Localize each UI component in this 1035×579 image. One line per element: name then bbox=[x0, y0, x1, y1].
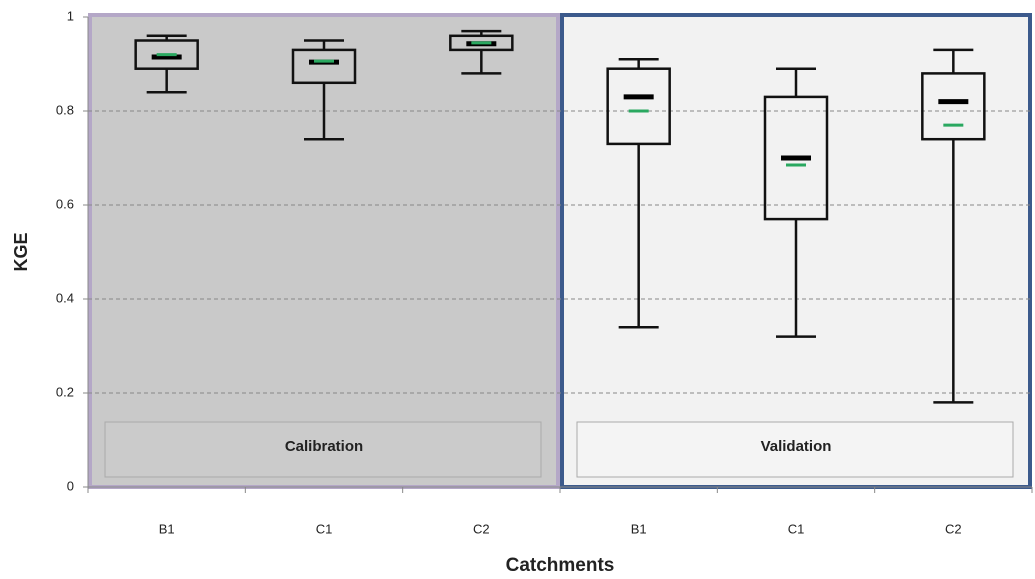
y-tick-label: 0.2 bbox=[56, 384, 74, 399]
box bbox=[763, 95, 829, 221]
box bbox=[449, 34, 514, 52]
panel-label-box bbox=[104, 421, 542, 478]
y-tick-label: 0.4 bbox=[56, 290, 74, 305]
panel-label: Validation bbox=[761, 438, 832, 455]
x-tick-label: C1 bbox=[316, 521, 333, 536]
box bbox=[606, 67, 671, 146]
panel-label: Calibration bbox=[285, 438, 363, 455]
panel-label-box bbox=[576, 421, 1014, 478]
y-tick-label: 1 bbox=[67, 8, 74, 23]
box bbox=[291, 48, 357, 85]
y-tick-label: 0.8 bbox=[56, 102, 74, 117]
x-tick-label: C1 bbox=[788, 521, 805, 536]
y-tick-label: 0.6 bbox=[56, 196, 74, 211]
x-tick-label: B1 bbox=[159, 521, 175, 536]
x-axis-title: Catchments bbox=[506, 555, 615, 576]
box bbox=[921, 72, 986, 141]
y-tick-label: 0 bbox=[67, 478, 74, 493]
x-tick-label: C2 bbox=[945, 521, 962, 536]
x-tick-label: B1 bbox=[631, 521, 647, 536]
y-axis-title: KGE bbox=[11, 232, 31, 271]
x-tick-label: C2 bbox=[473, 521, 490, 536]
box bbox=[134, 39, 199, 70]
